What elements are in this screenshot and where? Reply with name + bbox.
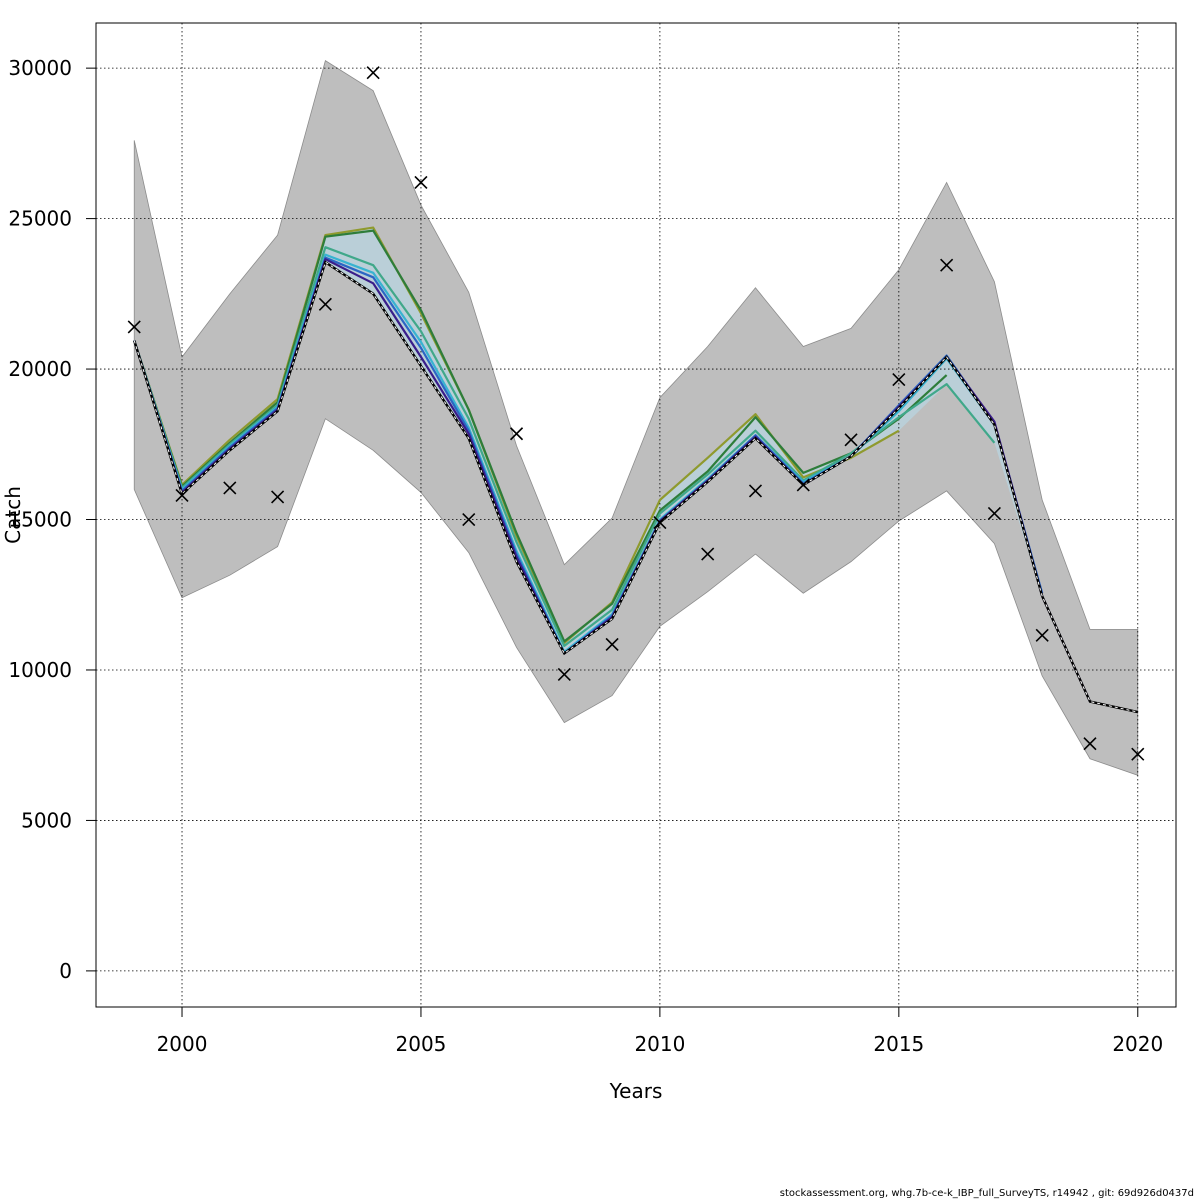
observed-point-stroke <box>557 667 571 682</box>
observed-point-stroke <box>748 484 763 498</box>
observed-point-stroke <box>987 506 1001 521</box>
y-axis: 0 5000 10000 15000 20000 25000 30000 <box>8 56 96 983</box>
observed-point-stroke <box>509 427 524 441</box>
observed-point <box>366 66 380 80</box>
observed-point <box>1083 737 1097 751</box>
observed-point-stroke <box>366 66 380 80</box>
x-axis: 2000 2005 2010 2015 2020 <box>157 1007 1163 1056</box>
observed-point-stroke <box>462 512 476 527</box>
y-tick-label: 15000 <box>8 508 72 532</box>
observed-point <box>796 478 810 492</box>
observed-point-stroke <box>271 490 285 504</box>
x-tick-label: 2010 <box>634 1032 685 1056</box>
observed-point-stroke <box>1131 747 1145 761</box>
observed-point <box>414 175 428 190</box>
x-tick-label: 2005 <box>396 1032 447 1056</box>
observed-point-stroke <box>1083 737 1097 751</box>
observed-point <box>940 258 954 272</box>
y-tick-label: 5000 <box>21 808 72 832</box>
observed-point <box>271 490 285 504</box>
x-axis-title: Years <box>609 1079 663 1103</box>
observed-point-stroke <box>1035 628 1049 642</box>
x-tick-label: 2000 <box>157 1032 208 1056</box>
observed-point-stroke <box>844 433 858 447</box>
observed-point <box>318 297 332 311</box>
observed-point <box>892 373 906 387</box>
observed-point-stroke <box>318 297 332 311</box>
observed-point-stroke <box>892 373 906 387</box>
y-tick-label: 25000 <box>8 207 72 231</box>
observed-point-stroke <box>940 258 954 272</box>
observed-point-stroke <box>701 547 715 561</box>
observed-point <box>844 433 858 447</box>
x-tick-label: 2020 <box>1112 1032 1163 1056</box>
footer-credit: stockassessment.org, whg.7b-ce-k_IBP_ful… <box>779 1188 1194 1199</box>
plot-frame <box>95 22 1177 1008</box>
series-line-base <box>133 261 1138 713</box>
observed-point-stroke <box>653 515 667 530</box>
observed-point-stroke <box>127 320 141 334</box>
observed-point <box>223 481 237 495</box>
observed-point-stroke <box>414 175 428 190</box>
observed-point-stroke <box>175 488 189 503</box>
observed-point <box>462 512 476 527</box>
observed-point <box>557 667 571 682</box>
x-tick-label: 2015 <box>873 1032 924 1056</box>
observed-point <box>127 320 141 334</box>
y-tick-label: 20000 <box>8 357 72 381</box>
observed-point <box>748 484 763 498</box>
observed-points <box>127 66 1145 761</box>
observed-point <box>605 637 619 651</box>
observed-point <box>1131 747 1145 761</box>
observed-point <box>175 488 189 503</box>
y-tick-label: 10000 <box>8 658 72 682</box>
y-tick-label: 30000 <box>8 56 72 80</box>
observed-point <box>509 427 524 441</box>
observed-point <box>653 515 667 530</box>
gridlines <box>96 23 1176 1007</box>
y-tick-label: 0 <box>59 959 72 983</box>
y-axis-title: Catch <box>1 486 25 544</box>
series-lines <box>133 226 1139 714</box>
observed-point-stroke <box>796 478 810 492</box>
observed-point-stroke <box>605 637 619 651</box>
observed-point-stroke <box>223 481 237 495</box>
observed-point <box>1035 628 1049 642</box>
observed-point <box>701 547 715 561</box>
observed-point <box>987 506 1001 521</box>
series-line-retro-5 <box>133 229 948 643</box>
